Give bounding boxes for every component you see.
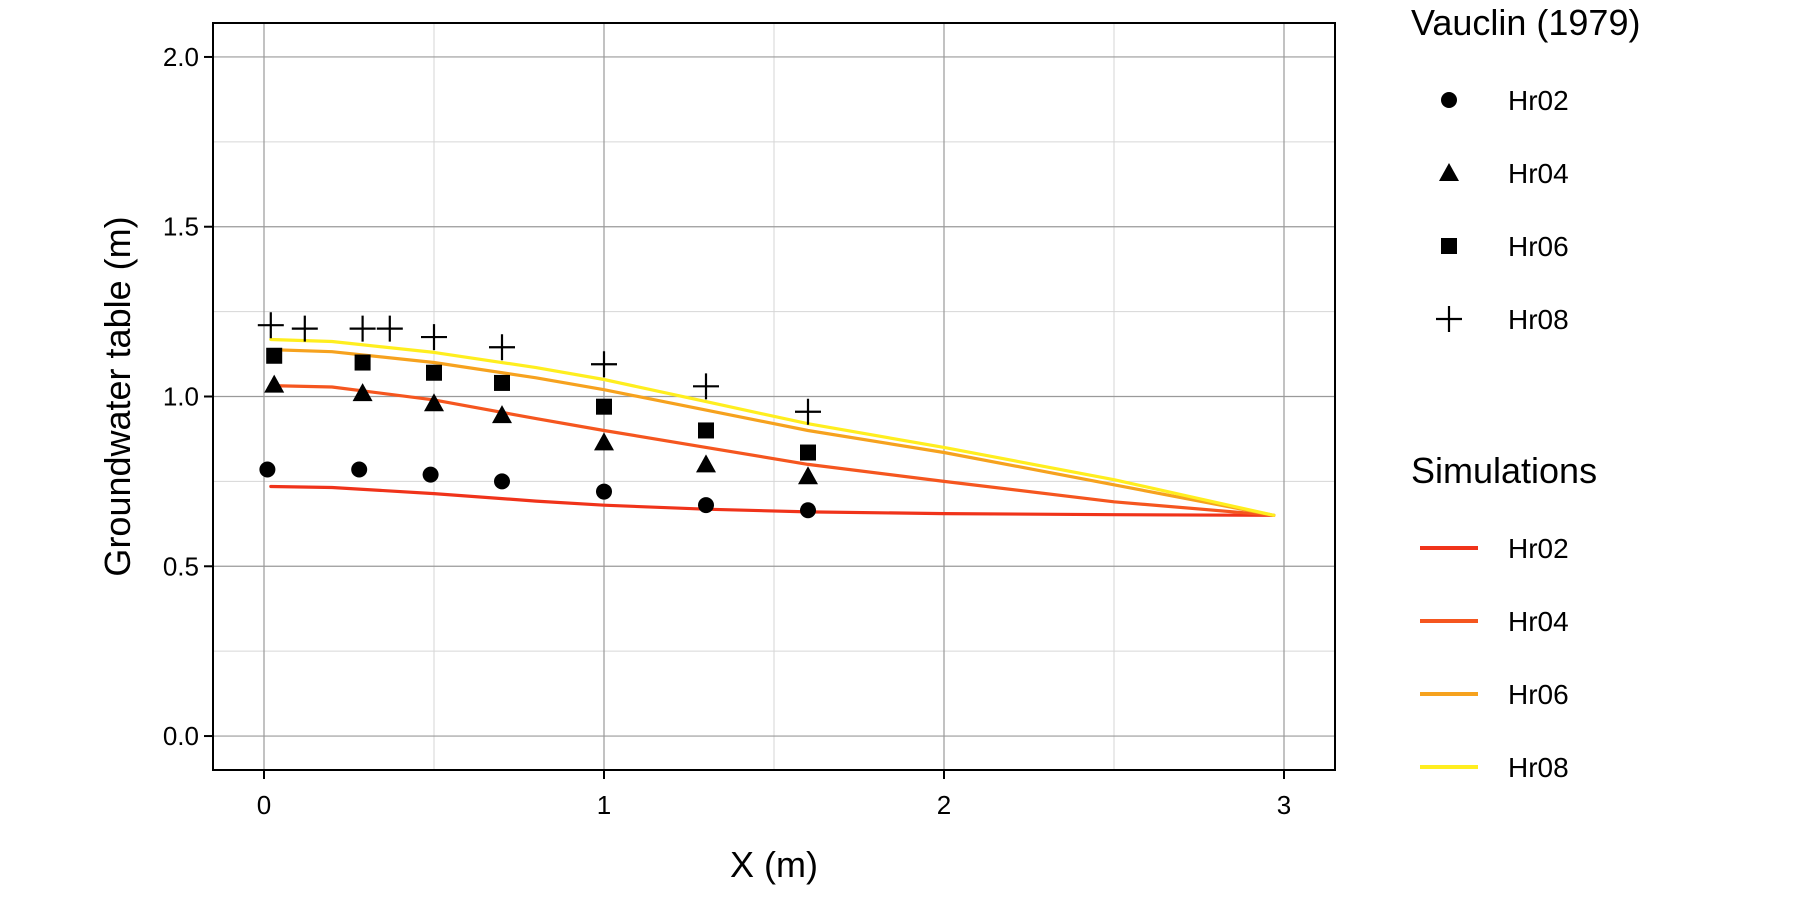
observation-point-hr02 (596, 483, 612, 500)
legend-marker-hr06 (1441, 238, 1457, 254)
observation-point-hr04 (798, 466, 818, 485)
legend-marker-hr08 (1436, 306, 1462, 332)
legend-label-sim-hr02: Hr02 (1508, 533, 1569, 564)
y-tick-label: 2.0 (163, 42, 199, 72)
y-axis-title: Groundwater table (m) (97, 216, 138, 576)
y-tick-label: 1.0 (163, 382, 199, 412)
observation-point-hr04 (352, 383, 373, 402)
x-tick-label: 3 (1277, 790, 1291, 820)
observation-point-hr06 (494, 374, 510, 391)
observation-point-hr02 (422, 466, 439, 483)
observation-point-hr02 (259, 461, 276, 478)
legend-simulations: Simulations Hr02 Hr04 Hr06 Hr08 (1411, 450, 1597, 783)
y-tick-label: 0.0 (163, 721, 199, 751)
observation-point-hr08 (795, 398, 821, 425)
x-tick-label: 1 (597, 790, 611, 820)
observation-point-hr08 (349, 315, 376, 342)
observation-point-hr06 (426, 364, 442, 381)
observation-point-hr04 (696, 454, 716, 473)
x-axis-title: X (m) (730, 844, 818, 885)
legend-label-hr04: Hr04 (1508, 158, 1569, 189)
axis-ticks: 0 1 2 3 0.0 0.5 1.0 1.5 2.0 (163, 42, 1291, 820)
legend-observations: Vauclin (1979) Hr02 Hr04 Hr06 Hr08 (1411, 2, 1640, 335)
legend-label-sim-hr08: Hr08 (1508, 752, 1569, 783)
observation-point-hr08 (257, 312, 284, 339)
observation-point-hr04 (594, 432, 614, 451)
observation-point-hr04 (424, 393, 444, 412)
observation-point-hr08 (489, 334, 515, 361)
grid-layer (213, 23, 1335, 770)
legend-label-hr02: Hr02 (1508, 85, 1569, 116)
observation-point-hr08 (693, 373, 719, 400)
x-tick-label: 0 (257, 790, 271, 820)
observation-point-hr08 (291, 315, 318, 342)
simulation-line-hr04 (269, 384, 1276, 517)
observation-point-hr06 (698, 422, 714, 439)
simulation-line-hr08 (269, 337, 1276, 517)
observation-point-hr08 (591, 351, 617, 378)
y-tick-label: 1.5 (163, 212, 199, 242)
legend-label-sim-hr06: Hr06 (1508, 679, 1569, 710)
legend-label-hr06: Hr06 (1508, 231, 1569, 262)
legend-marker-hr04 (1439, 163, 1459, 181)
x-tick-label: 2 (937, 790, 951, 820)
simulation-lines (269, 337, 1276, 517)
observation-point-hr06 (596, 398, 612, 415)
observation-point-hr06 (800, 444, 816, 461)
observation-point-hr02 (494, 473, 510, 490)
observation-point-hr06 (266, 347, 283, 364)
observation-point-hr02 (698, 497, 714, 514)
simulation-line-hr06 (269, 348, 1276, 517)
observation-point-hr04 (492, 405, 512, 424)
observation-point-hr08 (421, 324, 447, 351)
legend-marker-hr02 (1441, 92, 1457, 108)
observation-point-hr04 (264, 374, 285, 393)
y-tick-label: 0.5 (163, 551, 199, 581)
observation-point-hr02 (351, 461, 368, 478)
observation-point-hr08 (376, 315, 403, 342)
simulation-line-hr02 (269, 484, 1276, 517)
legend-simulations-title: Simulations (1411, 450, 1597, 491)
legend-label-hr08: Hr08 (1508, 304, 1569, 335)
observation-point-hr02 (800, 502, 816, 519)
legend-observations-title: Vauclin (1979) (1411, 2, 1640, 43)
observation-point-hr06 (354, 354, 371, 371)
observation-points (257, 312, 821, 519)
legend-label-sim-hr04: Hr04 (1508, 606, 1569, 637)
